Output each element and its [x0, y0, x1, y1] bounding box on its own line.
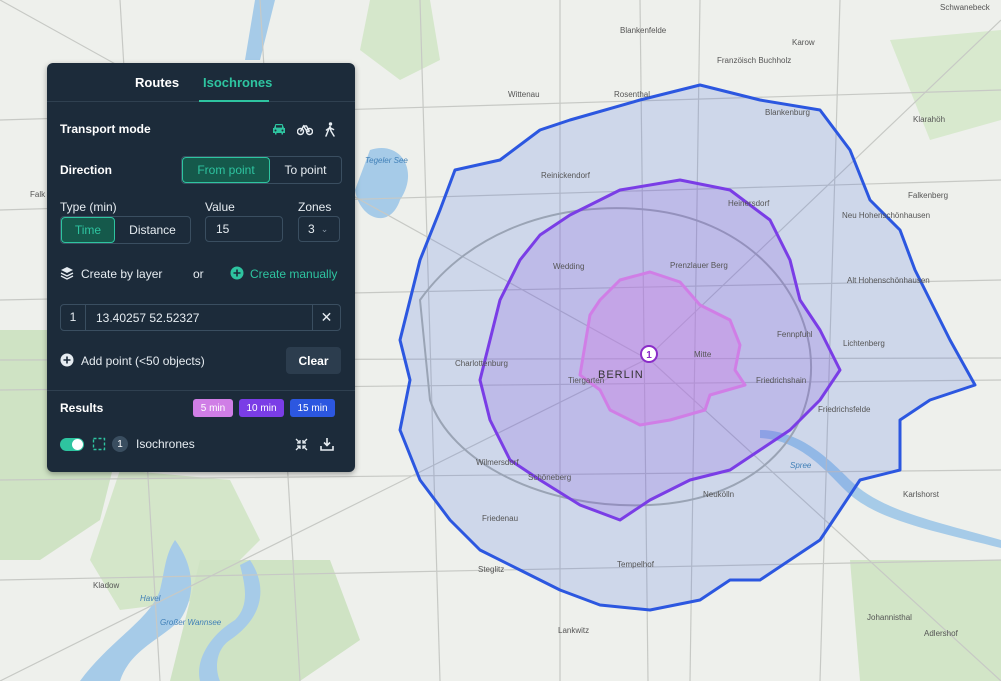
transport-mode-label: Transport mode	[60, 122, 151, 136]
value-input-text: 15	[216, 222, 230, 236]
layer-count-badge: 1	[112, 436, 128, 452]
time-option[interactable]: Time	[61, 217, 115, 243]
district-label: Falkenberg	[908, 191, 948, 200]
district-label: Reinickendorf	[541, 171, 591, 180]
district-label: Friedrichsfelde	[818, 405, 871, 414]
water-label: Tegeler See	[365, 156, 408, 165]
isochrone-10min[interactable]	[478, 178, 842, 522]
value-label: Value	[205, 200, 235, 214]
water-label: Havel	[140, 594, 161, 603]
select-area-icon[interactable]	[92, 437, 106, 451]
close-icon[interactable]: ✕	[312, 305, 340, 330]
water-label: Spree	[790, 461, 812, 470]
zones-label: Zones	[298, 200, 332, 214]
tab-isochrones[interactable]: Isochrones	[203, 75, 273, 90]
create-by-layer-link[interactable]: Create by layer	[81, 267, 163, 281]
results-label: Results	[60, 401, 104, 415]
tab-routes[interactable]: Routes	[135, 75, 180, 90]
district-label: Blankenfelde	[620, 26, 667, 35]
collapse-icon[interactable]	[294, 437, 308, 451]
clear-button[interactable]: Clear	[286, 347, 341, 374]
chip-5min[interactable]: 5 min	[193, 399, 233, 417]
district-label: Charlottenburg	[455, 359, 508, 368]
district-label: Neu Hohenschönhausen	[842, 211, 930, 220]
chip-10min[interactable]: 10 min	[239, 399, 284, 417]
point-row: 1 13.40257 52.52327 ✕	[60, 304, 341, 331]
add-point-icon	[60, 353, 74, 367]
district-label: Heinersdorf	[728, 199, 770, 208]
district-label: Rosenthal	[614, 90, 650, 99]
isochrone-15min[interactable]	[398, 83, 977, 612]
district-label: Lankwitz	[558, 626, 589, 635]
marker-number: 1	[646, 350, 652, 361]
to-point-option[interactable]: To point	[284, 163, 327, 177]
district-label: Prenzlauer Berg	[670, 261, 728, 270]
isochrone-5min[interactable]	[578, 270, 747, 427]
district-label: Schöneberg	[528, 473, 571, 482]
chevron-down-icon: ⌄	[320, 223, 329, 234]
zones-select[interactable]: 3 ⌄	[298, 216, 340, 242]
plus-circle-icon	[230, 266, 244, 280]
district-label: Lichtenberg	[843, 339, 885, 348]
district-label: Falk	[30, 190, 46, 199]
download-icon[interactable]	[320, 437, 334, 451]
layer-name: Isochrones	[136, 437, 195, 451]
origin-marker[interactable]: 1	[640, 345, 658, 363]
district-label: Adlershof	[924, 629, 959, 638]
district-label: Tiergarten	[568, 376, 604, 385]
or-text: or	[193, 267, 204, 281]
add-point-button[interactable]: Add point (<50 objects)	[81, 354, 205, 368]
direction-label: Direction	[60, 163, 113, 177]
from-point-option[interactable]: From point	[182, 157, 270, 183]
point-index: 1	[61, 305, 86, 330]
district-label: Franzöisch Buchholz	[717, 56, 791, 65]
district-label: Neukölln	[703, 490, 734, 499]
district-label: Mitte	[694, 350, 712, 359]
tab-bar: Routes Isochrones	[47, 63, 355, 102]
zones-select-value: 3	[308, 222, 315, 236]
district-label: Friedrichshain	[756, 376, 806, 385]
active-tab-indicator	[199, 100, 269, 102]
distance-option[interactable]: Distance	[129, 223, 176, 237]
type-label: Type (min)	[60, 200, 117, 214]
point-coords-input[interactable]: 13.40257 52.52327	[96, 310, 200, 325]
district-label: Fennpfuhl	[777, 330, 813, 339]
visibility-toggle[interactable]	[60, 438, 84, 451]
district-label: Kladow	[93, 581, 119, 590]
district-label: Wedding	[553, 262, 584, 271]
district-label: Wittenau	[508, 90, 540, 99]
layers-icon	[60, 266, 74, 280]
district-label: Alt Hohenschönhausen	[847, 276, 930, 285]
bike-icon[interactable]	[297, 121, 313, 137]
direction-toggle: From point To point	[181, 156, 342, 184]
walk-icon[interactable]	[323, 121, 337, 137]
type-toggle: Time Distance	[60, 216, 191, 244]
city-label: BERLIN	[598, 369, 644, 381]
district-label: Friedenau	[482, 514, 518, 523]
water-label: Großer Wannsee	[160, 618, 222, 627]
isochrone-panel: Routes Isochrones Transport mode Directi…	[47, 63, 355, 472]
district-label: Tempelhof	[617, 560, 655, 569]
district-label: Karow	[792, 38, 815, 47]
car-icon[interactable]	[271, 121, 287, 137]
chip-15min[interactable]: 15 min	[290, 399, 335, 417]
district-label: Karlshorst	[903, 490, 940, 499]
district-label: Schwanebeck	[940, 3, 991, 12]
district-label: Blankenburg	[765, 108, 810, 117]
divider	[47, 390, 355, 391]
value-input[interactable]: 15	[205, 216, 283, 242]
district-label: Wilmersdorf	[476, 458, 519, 467]
district-label: Klarahöh	[913, 115, 945, 124]
create-manually-link[interactable]: Create manually	[250, 267, 338, 281]
district-label: Steglitz	[478, 565, 504, 574]
district-label: Johannisthal	[867, 613, 912, 622]
